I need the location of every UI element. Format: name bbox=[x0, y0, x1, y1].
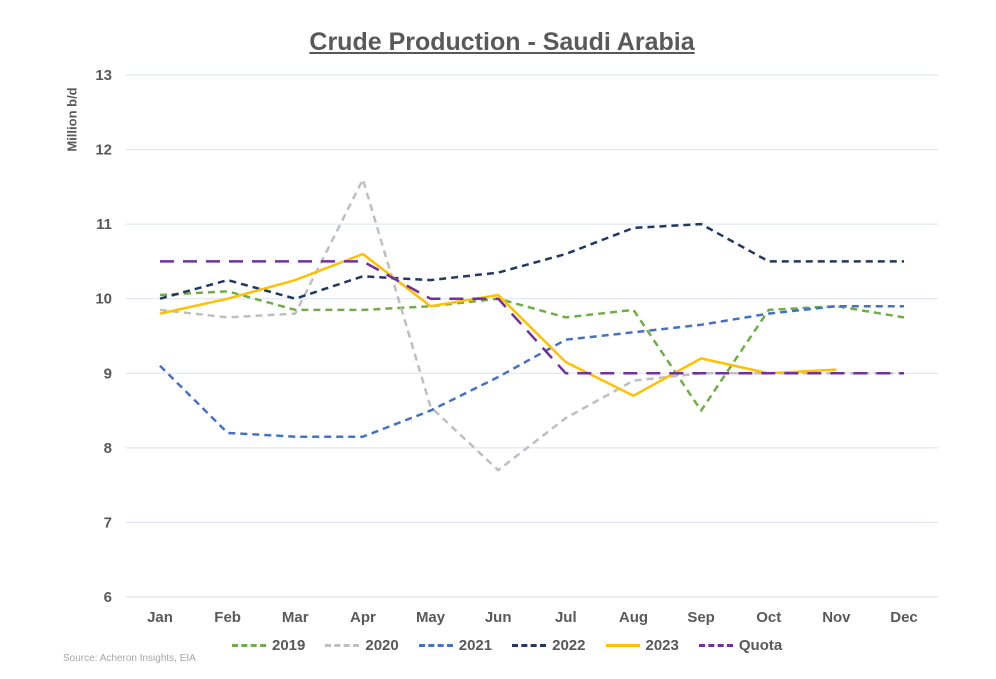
x-tick-label: Jan bbox=[147, 609, 173, 626]
legend-swatch bbox=[512, 644, 547, 647]
legend-item: Quota bbox=[698, 637, 783, 654]
y-tick-label: 7 bbox=[104, 514, 112, 531]
legend-swatch bbox=[605, 644, 640, 647]
legend: 2019 2020 2021 2022 2023 Quota bbox=[232, 637, 782, 654]
y-tick-label: 11 bbox=[96, 216, 112, 233]
x-tick-label: Apr bbox=[350, 609, 376, 626]
series-line-2023 bbox=[159, 252, 837, 397]
series-line-2019 bbox=[159, 290, 905, 412]
chart-title: Crude Production - Saudi Arabia bbox=[309, 28, 695, 56]
legend-swatch bbox=[698, 644, 733, 647]
legend-label: 2021 bbox=[458, 637, 493, 654]
x-tick-label: Dec bbox=[890, 609, 918, 626]
x-tick-label: Mar bbox=[282, 609, 309, 626]
legend-item: 2019 bbox=[232, 637, 305, 654]
x-tick-label: Oct bbox=[756, 609, 781, 626]
y-tick-label: 10 bbox=[95, 291, 112, 308]
legend-label: 2023 bbox=[645, 637, 679, 654]
legend-item: 2020 bbox=[325, 637, 399, 654]
y-tick-label: 13 bbox=[95, 67, 112, 84]
legend-swatch bbox=[418, 644, 453, 647]
legend-item: 2023 bbox=[605, 637, 679, 654]
y-tick-label: 6 bbox=[104, 589, 112, 606]
legend-swatch bbox=[232, 644, 266, 647]
legend-label: Quota bbox=[738, 637, 783, 654]
series-line-2020 bbox=[159, 178, 904, 472]
legend-item: 2021 bbox=[418, 637, 493, 654]
y-tick-label: 12 bbox=[95, 142, 112, 159]
legend-label: 2022 bbox=[552, 637, 586, 654]
x-tick-label: May bbox=[416, 609, 446, 626]
x-tick-label: Aug bbox=[619, 609, 648, 626]
y-tick-label: 9 bbox=[104, 365, 112, 382]
x-tick-label: Jul bbox=[555, 609, 577, 626]
source-note: Source: Acheron Insights, EIA bbox=[63, 653, 196, 664]
legend-item: 2022 bbox=[512, 637, 586, 654]
legend-label: 2020 bbox=[365, 637, 399, 654]
x-tick-label: Nov bbox=[822, 609, 851, 626]
y-tick-label: 8 bbox=[104, 440, 112, 457]
legend-label: 2019 bbox=[272, 637, 306, 654]
x-tick-label: Feb bbox=[214, 609, 241, 626]
x-tick-label: Sep bbox=[687, 609, 715, 626]
series-line-quota bbox=[160, 260, 904, 375]
x-tick-label: Jun bbox=[485, 609, 512, 626]
legend-swatch bbox=[325, 644, 360, 647]
